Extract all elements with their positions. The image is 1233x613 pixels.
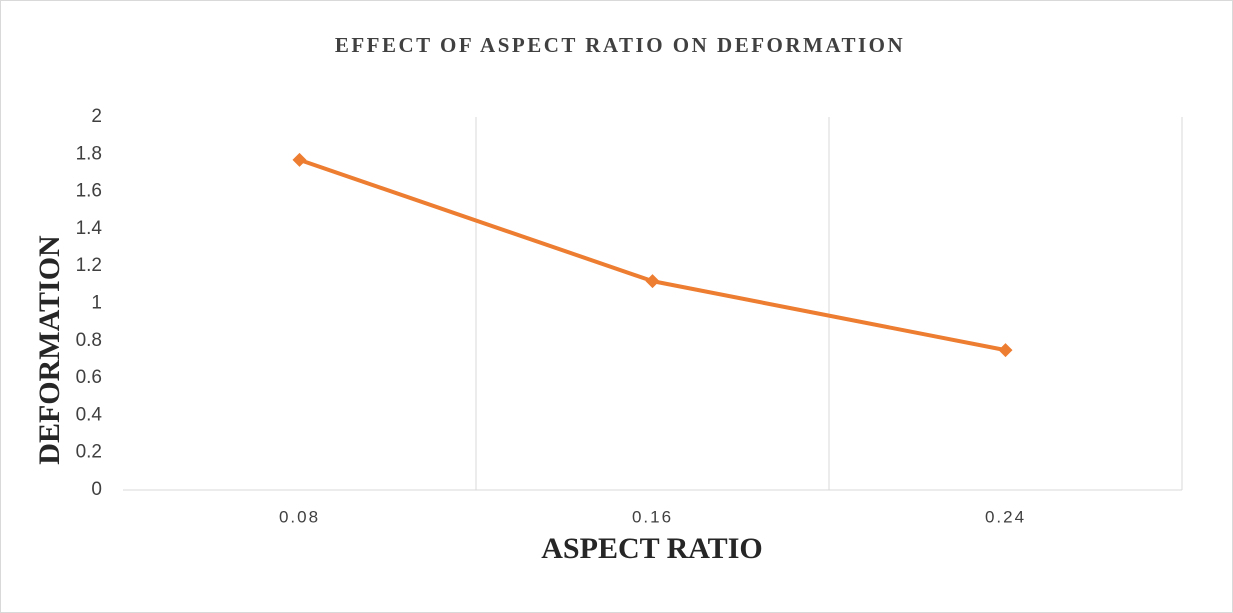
- x-axis-title: ASPECT RATIO: [541, 532, 762, 565]
- x-tick-label: 0.08: [279, 507, 320, 526]
- y-tick-label: 0.6: [76, 367, 102, 388]
- chart-title: EFFECT OF ASPECT RATIO ON DEFORMATION: [335, 33, 905, 57]
- y-axis-title: DEFORMATION: [33, 235, 66, 465]
- y-tick-label: 1.8: [76, 143, 102, 164]
- y-tick-label: 0.4: [76, 404, 103, 425]
- y-tick-label: 1.2: [76, 255, 102, 276]
- y-tick-label: 1: [91, 293, 102, 314]
- y-tick-label: 1.6: [76, 181, 102, 202]
- y-tick-label: 2: [91, 106, 102, 127]
- y-tick-label: 1.4: [76, 218, 103, 239]
- marker: [292, 152, 307, 167]
- y-tick-label: 0: [91, 479, 102, 500]
- y-tick-label: 0.2: [76, 442, 102, 463]
- marker: [645, 274, 660, 289]
- marker: [998, 343, 1013, 358]
- x-tick-label: 0.16: [632, 507, 673, 526]
- y-tick-label: 0.8: [76, 330, 102, 351]
- x-tick-label: 0.24: [985, 507, 1026, 526]
